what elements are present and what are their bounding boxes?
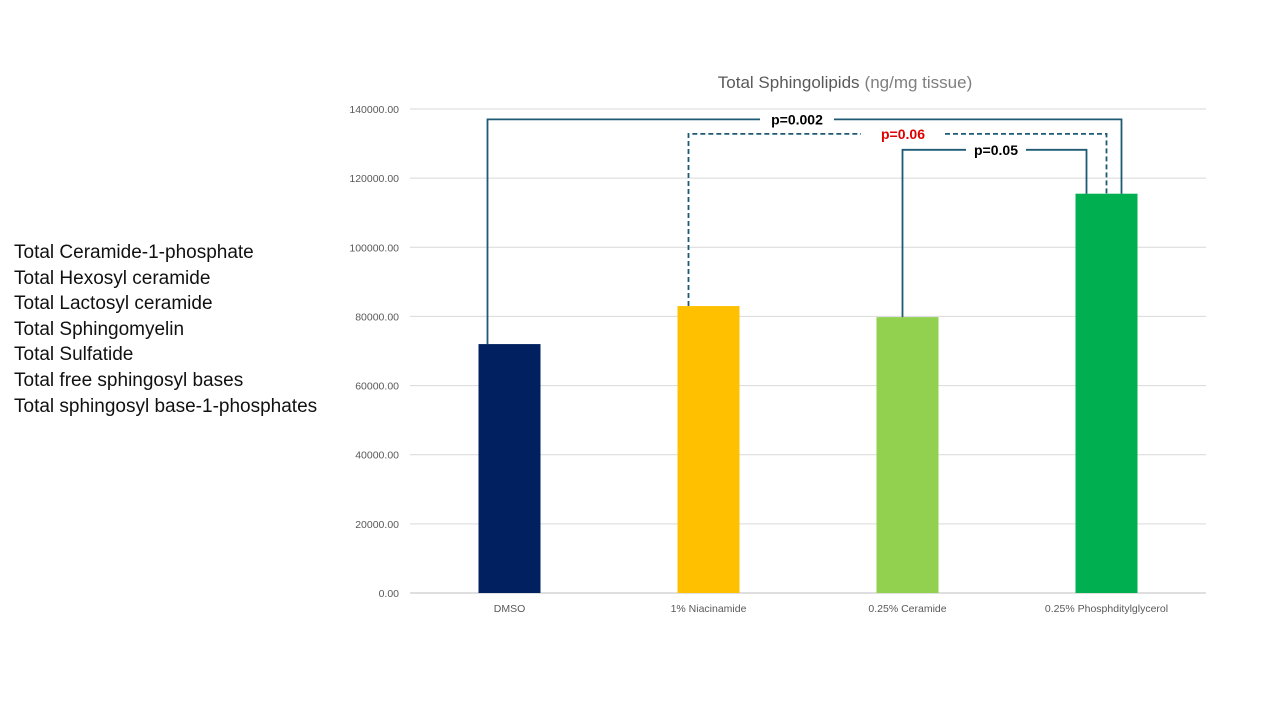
- bracket-left: [486, 118, 760, 345]
- significance-brackets: p=0.002 p=0.06 p=0.05: [486, 111, 1123, 345]
- y-tick-label: 0.00: [379, 588, 400, 600]
- gridlines: [410, 108, 1206, 594]
- bracket-right: [1026, 148, 1088, 194]
- bracket-right: [834, 118, 1123, 194]
- p-value-label: p=0.06: [881, 126, 925, 142]
- x-tick-label: DMSO: [494, 603, 526, 615]
- bracket-right: [945, 132, 1108, 194]
- y-tick-label: 20000.00: [355, 519, 399, 531]
- p-value-label: p=0.002: [771, 111, 823, 127]
- bracket-left: [687, 132, 861, 307]
- side-label-list: Total Ceramide-1-phosphate Total Hexosyl…: [14, 240, 317, 419]
- y-tick-label: 100000.00: [349, 242, 399, 254]
- p-value-label: p=0.05: [974, 142, 1018, 158]
- side-label-item: Total Lactosyl ceramide: [14, 293, 213, 315]
- y-tick-label: 40000.00: [355, 450, 399, 462]
- side-label-item: Total Sphingomyelin: [14, 318, 185, 340]
- y-tick-label: 120000.00: [349, 173, 399, 185]
- side-label-item: Total Hexosyl ceramide: [14, 267, 211, 289]
- bar: [876, 317, 939, 593]
- bar: [1075, 193, 1138, 593]
- side-label-item: Total Sulfatide: [14, 344, 134, 366]
- y-tick-label: 140000.00: [349, 104, 399, 116]
- bar: [478, 344, 541, 593]
- bracket-left: [901, 148, 966, 318]
- x-axis-ticks: DMSO 1% Niacinamide 0.25% Ceramide 0.25% Ph…: [494, 603, 1168, 615]
- y-tick-label: 80000.00: [355, 311, 399, 323]
- side-label-item: Total sphingosyl base-1-phosphates: [14, 395, 318, 417]
- x-tick-label: 1% Niacinamide: [671, 603, 747, 615]
- y-tick-label: 60000.00: [355, 381, 399, 393]
- side-label-item: Total free sphingosyl bases: [14, 369, 244, 391]
- chart-title: Total Sphingolipids (ng/mg tissue): [718, 73, 972, 92]
- x-tick-label: 0.25% Ceramide: [868, 603, 946, 615]
- side-label-item: Total Ceramide-1-phosphate: [14, 242, 254, 263]
- x-tick-label: 0.25% Phosphditylglycerol: [1045, 603, 1168, 615]
- y-axis-ticks: 0.00 20000.00 40000.00 60000.00 80000.00 1000…: [349, 104, 399, 600]
- bar: [677, 306, 740, 593]
- bars: [478, 193, 1138, 593]
